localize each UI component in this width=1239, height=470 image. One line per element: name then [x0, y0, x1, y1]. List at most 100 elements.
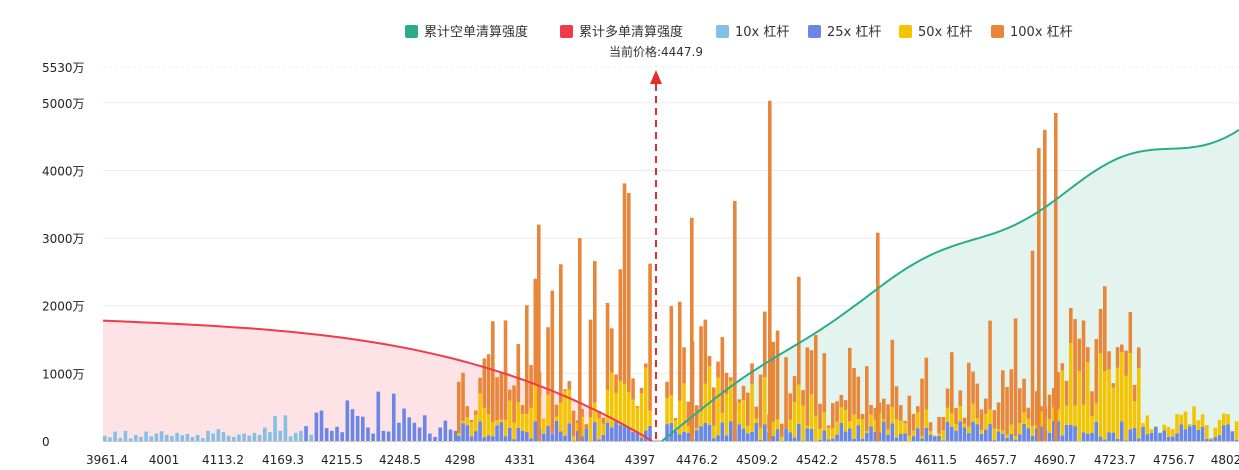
legend-item[interactable]: 累计多单清算强度: [560, 24, 683, 40]
bar-25x: [826, 439, 831, 441]
legend-item[interactable]: 累计空单清算强度: [405, 24, 528, 40]
bar-25x: [412, 422, 417, 441]
short-cumulative-line: [661, 129, 1239, 442]
bar-100x: [550, 290, 555, 434]
legend-label: 累计多单清算强度: [579, 24, 683, 40]
legend-item[interactable]: 100x 杠杆: [991, 24, 1073, 40]
bar-100x: [1120, 344, 1124, 353]
bar-100x: [865, 366, 869, 432]
bar-50x: [843, 409, 848, 432]
bar-100x: [1090, 391, 1094, 417]
bar-50x: [508, 400, 512, 428]
bar-50x: [831, 428, 835, 439]
bar-25x: [992, 440, 997, 441]
bar-10x: [180, 435, 184, 441]
bar-25x: [631, 431, 635, 441]
bar-50x: [1073, 405, 1077, 427]
bar-50x: [482, 407, 487, 438]
bar-25x: [775, 429, 780, 441]
bar-25x: [933, 436, 937, 441]
bar-25x: [644, 430, 648, 441]
bar-50x: [665, 397, 669, 425]
bar-100x: [1056, 372, 1060, 410]
bar-25x: [911, 436, 916, 441]
bar-100x: [750, 363, 754, 384]
bar-25x: [1179, 424, 1184, 441]
bar-10x: [262, 427, 267, 441]
bar-25x: [495, 425, 499, 441]
legend-item[interactable]: 25x 杠杆: [808, 24, 881, 40]
legend-item[interactable]: 10x 杠杆: [716, 24, 789, 40]
bar-100x: [768, 100, 772, 441]
bar-25x: [397, 422, 401, 441]
bar-25x: [1039, 426, 1043, 441]
bar-50x: [478, 393, 482, 422]
bar-100x: [907, 395, 912, 436]
bar-25x: [1183, 429, 1188, 441]
bar-25x: [1111, 432, 1116, 441]
bar-10x: [283, 415, 288, 441]
bar-25x: [1217, 435, 1222, 441]
bar-50x: [474, 414, 478, 432]
bar-100x: [605, 302, 610, 390]
bar-100x: [716, 361, 720, 378]
bar-50x: [771, 421, 776, 437]
bar-25x: [1196, 429, 1201, 441]
bar-25x: [945, 421, 950, 441]
bar-100x: [1081, 320, 1086, 405]
bar-50x: [563, 390, 567, 436]
x-tick-label: 4690.7: [1034, 453, 1076, 467]
bar-25x: [1090, 432, 1094, 441]
bar-50x: [1141, 423, 1145, 427]
bar-50x: [503, 419, 508, 437]
bar-50x: [1162, 424, 1167, 431]
x-tick-label: 4611.5: [915, 453, 957, 467]
bar-25x: [1086, 433, 1090, 441]
bar-25x: [716, 435, 720, 441]
legend-item[interactable]: 50x 杠杆: [899, 24, 972, 40]
bar-50x: [1115, 367, 1120, 440]
bar-50x: [894, 419, 899, 438]
bar-50x: [699, 411, 703, 427]
bar-25x: [381, 430, 386, 441]
bar-100x: [1039, 406, 1043, 412]
bar-100x: [724, 372, 729, 395]
bar-50x: [988, 409, 992, 425]
bar-100x: [482, 358, 487, 408]
x-tick-label: 4578.5: [855, 453, 897, 467]
bar-100x: [1073, 319, 1077, 406]
bar-50x: [1149, 429, 1154, 433]
bar-25x: [597, 439, 601, 441]
bar-100x: [578, 238, 582, 441]
legend[interactable]: 累计空单清算强度 累计多单清算强度 10x 杠杆 25x 杠杆 50x 杠杆 100x 杠…: [405, 24, 1073, 40]
bar-100x: [486, 354, 491, 415]
bar-25x: [443, 420, 448, 441]
bar-100x: [1107, 351, 1111, 370]
bar-25x: [746, 433, 750, 441]
bar-25x: [971, 421, 975, 441]
bar-50x: [1039, 411, 1043, 427]
bar-100x: [771, 341, 776, 422]
bar-10x: [128, 438, 133, 441]
bar-50x: [520, 413, 525, 431]
bar-25x: [860, 438, 865, 441]
bar-25x: [314, 412, 319, 441]
x-axis: 3961.4 4001 4113.2 4169.3 4215.5 4248.5 4298 43…: [86, 453, 1239, 467]
bar-50x: [1128, 353, 1133, 430]
bar-50x: [529, 407, 533, 439]
bar-25x: [797, 423, 801, 441]
bar-25x: [1128, 429, 1133, 441]
bar-100x: [712, 387, 716, 426]
bar-50x: [1056, 409, 1060, 422]
bar-25x: [678, 434, 682, 441]
bar-25x: [984, 429, 988, 441]
bar-100x: [784, 357, 788, 429]
bar-50x: [1213, 427, 1218, 438]
bar-100x: [1022, 378, 1026, 413]
bar-25x: [1213, 437, 1218, 441]
bar-50x: [1188, 424, 1192, 427]
bar-100x: [809, 350, 814, 395]
bar-50x: [542, 419, 546, 434]
bar-100x: [457, 381, 461, 433]
bar-10x: [293, 432, 298, 441]
